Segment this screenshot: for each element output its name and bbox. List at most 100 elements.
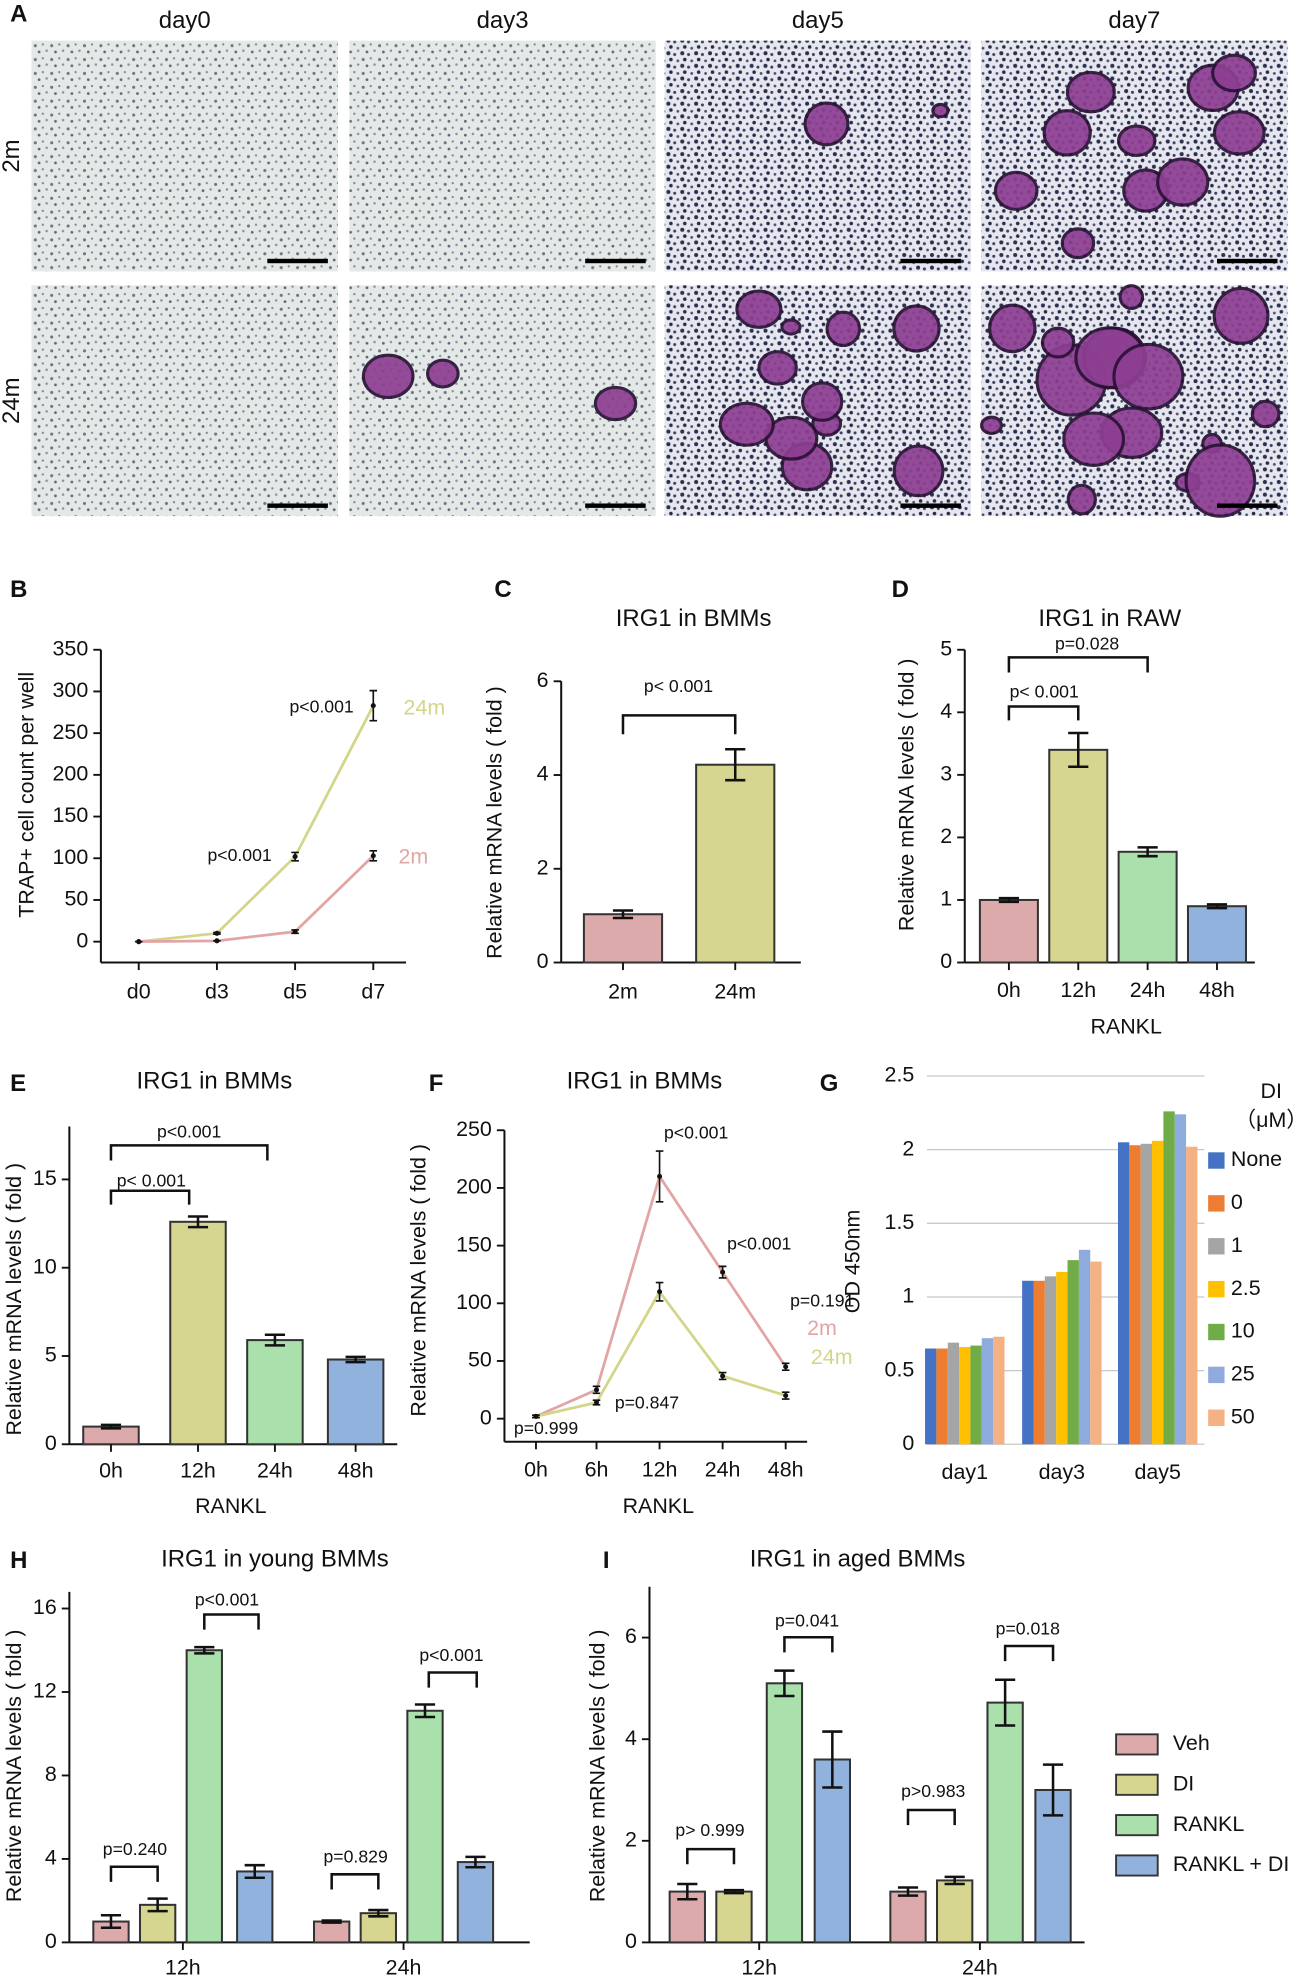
annotation: p< 0.001 bbox=[117, 1171, 186, 1191]
x-tick-label: 0h bbox=[99, 1459, 123, 1483]
x-tick-label: 24h bbox=[386, 1956, 422, 1978]
point bbox=[292, 854, 298, 860]
bracket bbox=[330, 1873, 380, 1890]
x-axis-label: RANKL bbox=[1090, 1015, 1162, 1039]
error-bar bbox=[414, 1703, 436, 1719]
error-bar bbox=[147, 1897, 168, 1913]
bar bbox=[1067, 1260, 1079, 1445]
legend-swatch bbox=[1208, 1152, 1225, 1169]
x-tick-label: 0h bbox=[524, 1457, 548, 1481]
x-tick-label: 6h bbox=[585, 1457, 609, 1481]
y-tick-label: 250 bbox=[53, 720, 89, 744]
bar bbox=[246, 1339, 304, 1446]
bracket bbox=[1007, 705, 1080, 721]
micrograph bbox=[31, 285, 338, 517]
row-label: 2m bbox=[0, 139, 25, 172]
legend-label: 0 bbox=[1231, 1190, 1243, 1214]
bar bbox=[765, 1682, 804, 1944]
y-tick-label: 12 bbox=[33, 1679, 57, 1703]
osteoclast bbox=[1117, 124, 1157, 158]
point bbox=[370, 853, 376, 859]
y-tick-label: 5 bbox=[940, 636, 952, 660]
y-tick-label: 0.5 bbox=[885, 1357, 915, 1381]
annotation: p< 0.001 bbox=[644, 676, 713, 696]
y-tick-label: 4 bbox=[537, 762, 549, 786]
osteoclast bbox=[980, 415, 1003, 436]
y-tick-label: 1.5 bbox=[885, 1210, 915, 1234]
y-tick-label: 16 bbox=[33, 1595, 57, 1619]
bar bbox=[1117, 850, 1178, 964]
micrograph bbox=[349, 40, 656, 272]
chart-title: IRG1 in young BMMs bbox=[161, 1546, 389, 1573]
y-tick-label: 2 bbox=[537, 855, 549, 879]
y-tick-label: 150 bbox=[53, 803, 89, 827]
x-tick-label: 0h bbox=[997, 978, 1021, 1002]
legend-swatch bbox=[1208, 1323, 1225, 1341]
legend-unit: （μM） bbox=[1235, 1108, 1304, 1132]
point bbox=[136, 939, 142, 945]
y-tick-label: 0 bbox=[625, 1929, 637, 1953]
bracket bbox=[621, 714, 737, 735]
osteoclast bbox=[780, 318, 802, 336]
column-label: day7 bbox=[1108, 7, 1160, 34]
error-bar bbox=[194, 1645, 215, 1655]
bar bbox=[936, 1348, 948, 1445]
y-tick-label: 2 bbox=[625, 1827, 637, 1851]
error-bar bbox=[1068, 731, 1089, 768]
y-tick-label: 6 bbox=[625, 1624, 637, 1648]
y-tick-label: 0 bbox=[902, 1431, 914, 1455]
panel-letter: D bbox=[892, 576, 909, 603]
point bbox=[214, 938, 220, 944]
bar bbox=[1033, 1280, 1045, 1445]
error-bar bbox=[187, 1215, 209, 1229]
bar bbox=[1022, 1280, 1034, 1445]
bar bbox=[978, 898, 1039, 964]
bar bbox=[986, 1701, 1024, 1944]
column-label: day3 bbox=[477, 7, 529, 34]
y-tick-label: 0 bbox=[45, 1929, 57, 1953]
point bbox=[214, 930, 220, 936]
column-label: day5 bbox=[792, 7, 844, 34]
bar bbox=[1048, 748, 1109, 964]
annotation: p<0.001 bbox=[195, 1589, 259, 1609]
osteoclast bbox=[1184, 443, 1257, 518]
error-bar bbox=[100, 1423, 122, 1430]
bracket bbox=[1003, 1644, 1055, 1662]
bar bbox=[326, 1358, 385, 1446]
y-tick-label: 2 bbox=[902, 1136, 914, 1160]
x-tick-label: 24h bbox=[705, 1457, 741, 1481]
chart-title: IRG1 in RAW bbox=[1038, 605, 1181, 632]
legend-swatch bbox=[1115, 1733, 1159, 1756]
bar bbox=[936, 1879, 974, 1944]
error-bar bbox=[100, 1914, 122, 1930]
y-tick-label: 5 bbox=[45, 1343, 57, 1367]
y-tick-label: 8 bbox=[45, 1762, 57, 1786]
panel-letter: I bbox=[603, 1547, 610, 1574]
error-bar bbox=[465, 1855, 486, 1869]
legend-label: 10 bbox=[1231, 1319, 1255, 1343]
point bbox=[593, 1399, 600, 1406]
bar bbox=[925, 1348, 937, 1445]
y-axis-label: Relative mRNA levels ( fold ) bbox=[407, 1144, 431, 1417]
x-tick-label: 12h bbox=[1060, 978, 1096, 1002]
x-tick-label: 24h bbox=[962, 1956, 998, 1978]
series-label: 2m bbox=[807, 1316, 837, 1340]
error-bar bbox=[368, 1908, 389, 1918]
panel-letter: A bbox=[10, 1, 27, 28]
osteoclast bbox=[1065, 70, 1116, 114]
x-tick-label: 12h bbox=[642, 1457, 678, 1481]
line bbox=[535, 1173, 787, 1418]
bar bbox=[959, 1347, 971, 1445]
error-bar bbox=[345, 1355, 366, 1364]
osteoclast bbox=[801, 381, 844, 422]
chart-title: IRG1 in BMMs bbox=[567, 1068, 723, 1095]
point bbox=[533, 1413, 539, 1419]
error-bar bbox=[723, 1888, 745, 1895]
annotation: p=0.240 bbox=[103, 1839, 167, 1859]
x-tick-label: d5 bbox=[283, 979, 307, 1003]
scale-bar bbox=[1216, 258, 1278, 264]
legend-swatch bbox=[1115, 1814, 1159, 1837]
legend-label: DI bbox=[1173, 1771, 1194, 1795]
annotation: p=0.191 bbox=[790, 1290, 854, 1310]
annotation: p=0.847 bbox=[615, 1393, 679, 1413]
